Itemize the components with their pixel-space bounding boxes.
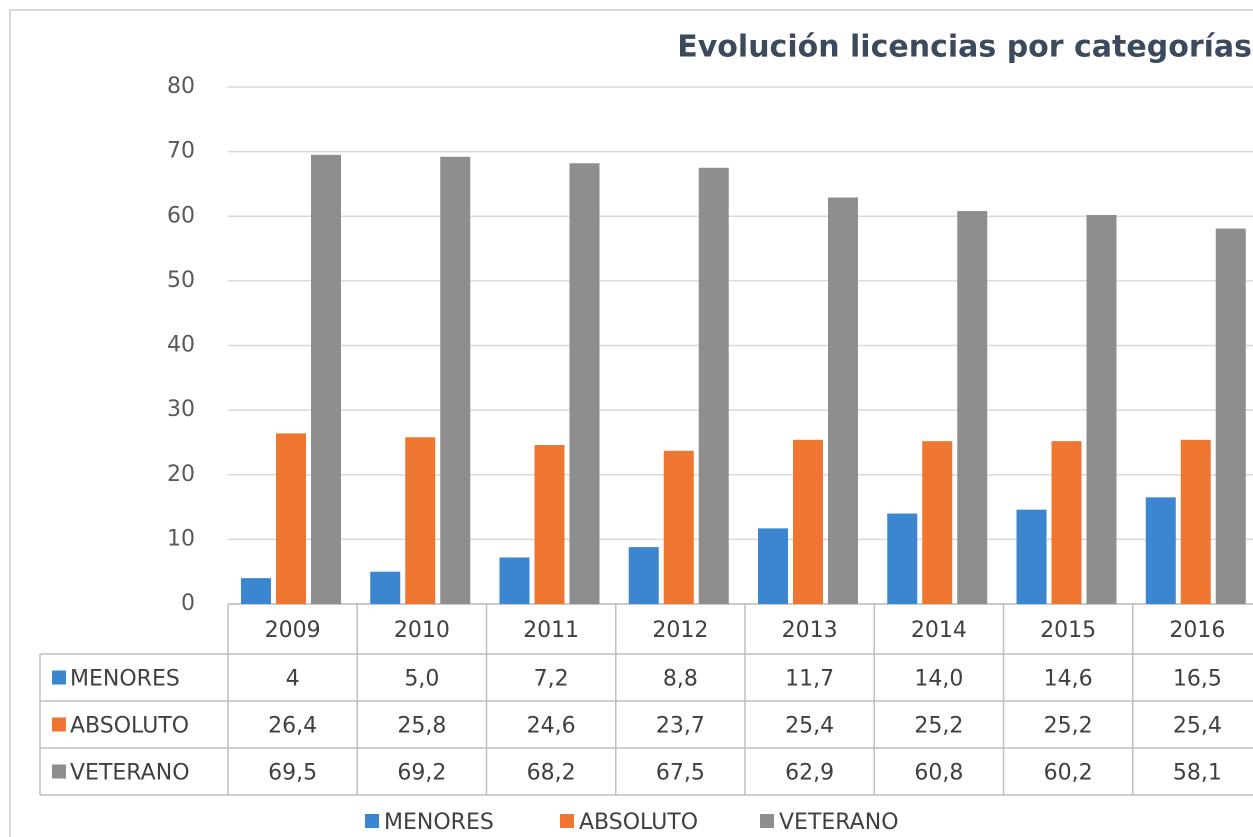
table-legend-key bbox=[52, 670, 66, 685]
x-tick-label: 2012 bbox=[652, 618, 708, 643]
x-tick-label: 2014 bbox=[911, 618, 967, 643]
table-cell: 25,2 bbox=[914, 714, 963, 739]
table-cell: 69,5 bbox=[268, 761, 317, 786]
table-cell: 14,0 bbox=[914, 667, 963, 692]
bar bbox=[628, 547, 659, 604]
table-cell: 25,4 bbox=[1173, 714, 1222, 739]
table-cell: 14,6 bbox=[1044, 667, 1093, 692]
legend-label: MENORES bbox=[384, 810, 494, 835]
y-tick-label: 30 bbox=[167, 397, 195, 422]
table-cell: 25,2 bbox=[1044, 714, 1093, 739]
bar bbox=[1051, 441, 1082, 604]
y-tick-label: 10 bbox=[167, 526, 195, 551]
bar bbox=[957, 211, 988, 604]
bar bbox=[887, 513, 918, 604]
y-tick-label: 80 bbox=[167, 74, 195, 99]
table-cell: 8,8 bbox=[663, 667, 698, 692]
table-cell: 7,2 bbox=[534, 667, 569, 692]
y-tick-label: 0 bbox=[181, 591, 195, 616]
bar bbox=[1086, 214, 1117, 604]
table-cell: 5,0 bbox=[404, 667, 439, 692]
y-tick-label: 40 bbox=[167, 333, 195, 358]
y-tick-label: 50 bbox=[167, 268, 195, 293]
bar bbox=[1180, 439, 1211, 604]
table-cell: 68,2 bbox=[527, 761, 576, 786]
table-cell: 16,5 bbox=[1173, 667, 1222, 692]
table-cell: 4 bbox=[286, 667, 300, 692]
table-cell: 60,2 bbox=[1044, 761, 1093, 786]
x-tick-label: 2015 bbox=[1040, 618, 1096, 643]
table-cell: 25,8 bbox=[397, 714, 446, 739]
y-tick-label: 60 bbox=[167, 203, 195, 228]
x-tick-label: 2009 bbox=[265, 618, 321, 643]
table-cell: 24,6 bbox=[527, 714, 576, 739]
bar bbox=[1016, 509, 1047, 604]
bar bbox=[241, 578, 271, 604]
bar bbox=[370, 571, 401, 604]
x-tick-label: 2011 bbox=[523, 618, 579, 643]
table-row-label: MENORES bbox=[70, 667, 180, 692]
bar bbox=[922, 441, 953, 604]
y-tick-label: 20 bbox=[167, 462, 195, 487]
bar bbox=[569, 163, 600, 604]
bar bbox=[405, 437, 436, 604]
bar bbox=[276, 433, 306, 604]
chart-frame bbox=[9, 9, 1253, 837]
bar bbox=[828, 197, 858, 605]
table-cell: 58,1 bbox=[1173, 761, 1222, 786]
table-cell: 11,7 bbox=[785, 667, 834, 692]
table-legend-key bbox=[52, 764, 66, 779]
table-cell: 60,8 bbox=[914, 761, 963, 786]
table-cell: 67,5 bbox=[656, 761, 705, 786]
chart-title: Evolución licencias por categorías bbox=[677, 30, 1252, 65]
bar bbox=[534, 445, 565, 604]
bar bbox=[793, 439, 823, 604]
table-cell: 62,9 bbox=[785, 761, 834, 786]
y-tick-label: 70 bbox=[167, 139, 195, 164]
bar bbox=[1145, 497, 1176, 604]
table-row-label: ABSOLUTO bbox=[70, 714, 189, 739]
bar bbox=[311, 154, 341, 604]
x-tick-label: 2013 bbox=[782, 618, 838, 643]
legend-key bbox=[560, 814, 574, 828]
x-tick-label: 2016 bbox=[1169, 618, 1225, 643]
bar bbox=[698, 167, 729, 604]
bar bbox=[758, 528, 788, 604]
bar bbox=[499, 557, 530, 604]
table-cell: 26,4 bbox=[268, 714, 317, 739]
bar bbox=[1215, 228, 1246, 604]
table-row-label: VETERANO bbox=[70, 761, 190, 786]
legend-key bbox=[365, 814, 379, 828]
x-tick-label: 2010 bbox=[394, 618, 450, 643]
legend-key bbox=[760, 814, 774, 828]
table-legend-key bbox=[52, 717, 66, 732]
bar bbox=[663, 450, 694, 604]
legend-label: ABSOLUTO bbox=[579, 810, 698, 835]
table-cell: 25,4 bbox=[785, 714, 834, 739]
legend-label: VETERANO bbox=[779, 810, 899, 835]
table-cell: 69,2 bbox=[397, 761, 446, 786]
table-cell: 23,7 bbox=[656, 714, 705, 739]
bar bbox=[440, 156, 471, 605]
